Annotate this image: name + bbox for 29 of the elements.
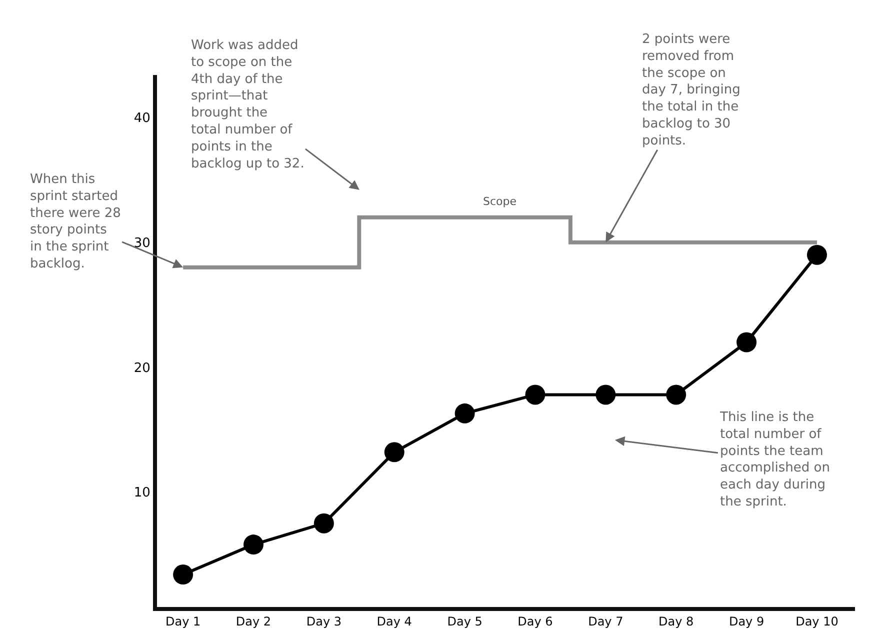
point — [454, 403, 475, 424]
x-tick-label: Day 9 — [728, 614, 764, 628]
x-tick-label: Day 7 — [588, 614, 624, 628]
x-tick-label: Day 10 — [796, 614, 838, 628]
x-tick-label: Day 2 — [236, 614, 272, 628]
x-tick-label: Day 6 — [518, 614, 553, 628]
point — [736, 332, 757, 352]
annotation: Work was added to scope on the 4th day of the sprint—that brought the total number of points in the backlog up to 32. — [191, 38, 304, 172]
point — [384, 442, 404, 462]
y-tick-label: 30 — [134, 236, 150, 251]
point — [314, 513, 334, 534]
point — [525, 384, 546, 405]
point — [596, 384, 616, 405]
y-tick-label: 40 — [134, 111, 150, 126]
x-tick-label: Day 5 — [447, 614, 482, 628]
point — [806, 244, 827, 265]
annotation: This line is the total number of points the team accomplished on each day during the sprint. — [719, 410, 830, 510]
y-tick-label: 20 — [134, 360, 150, 376]
y-tick-label: 10 — [134, 486, 150, 501]
x-tick-label: Day 3 — [306, 614, 342, 628]
point — [666, 384, 686, 405]
annotation: 2 points were removed from the scope on day 7, bringing the total in the backlog to 30 points. — [642, 32, 740, 148]
x-tick-label: Day 8 — [658, 614, 694, 628]
point — [173, 564, 194, 585]
point — [244, 534, 264, 555]
x-tick-label: Day 4 — [376, 614, 412, 628]
x-tick-label: Day 1 — [165, 614, 201, 628]
annotation: When this sprint started there were 28 story points in the sprint backlog. — [30, 172, 121, 272]
series-label: Scope — [483, 195, 517, 208]
